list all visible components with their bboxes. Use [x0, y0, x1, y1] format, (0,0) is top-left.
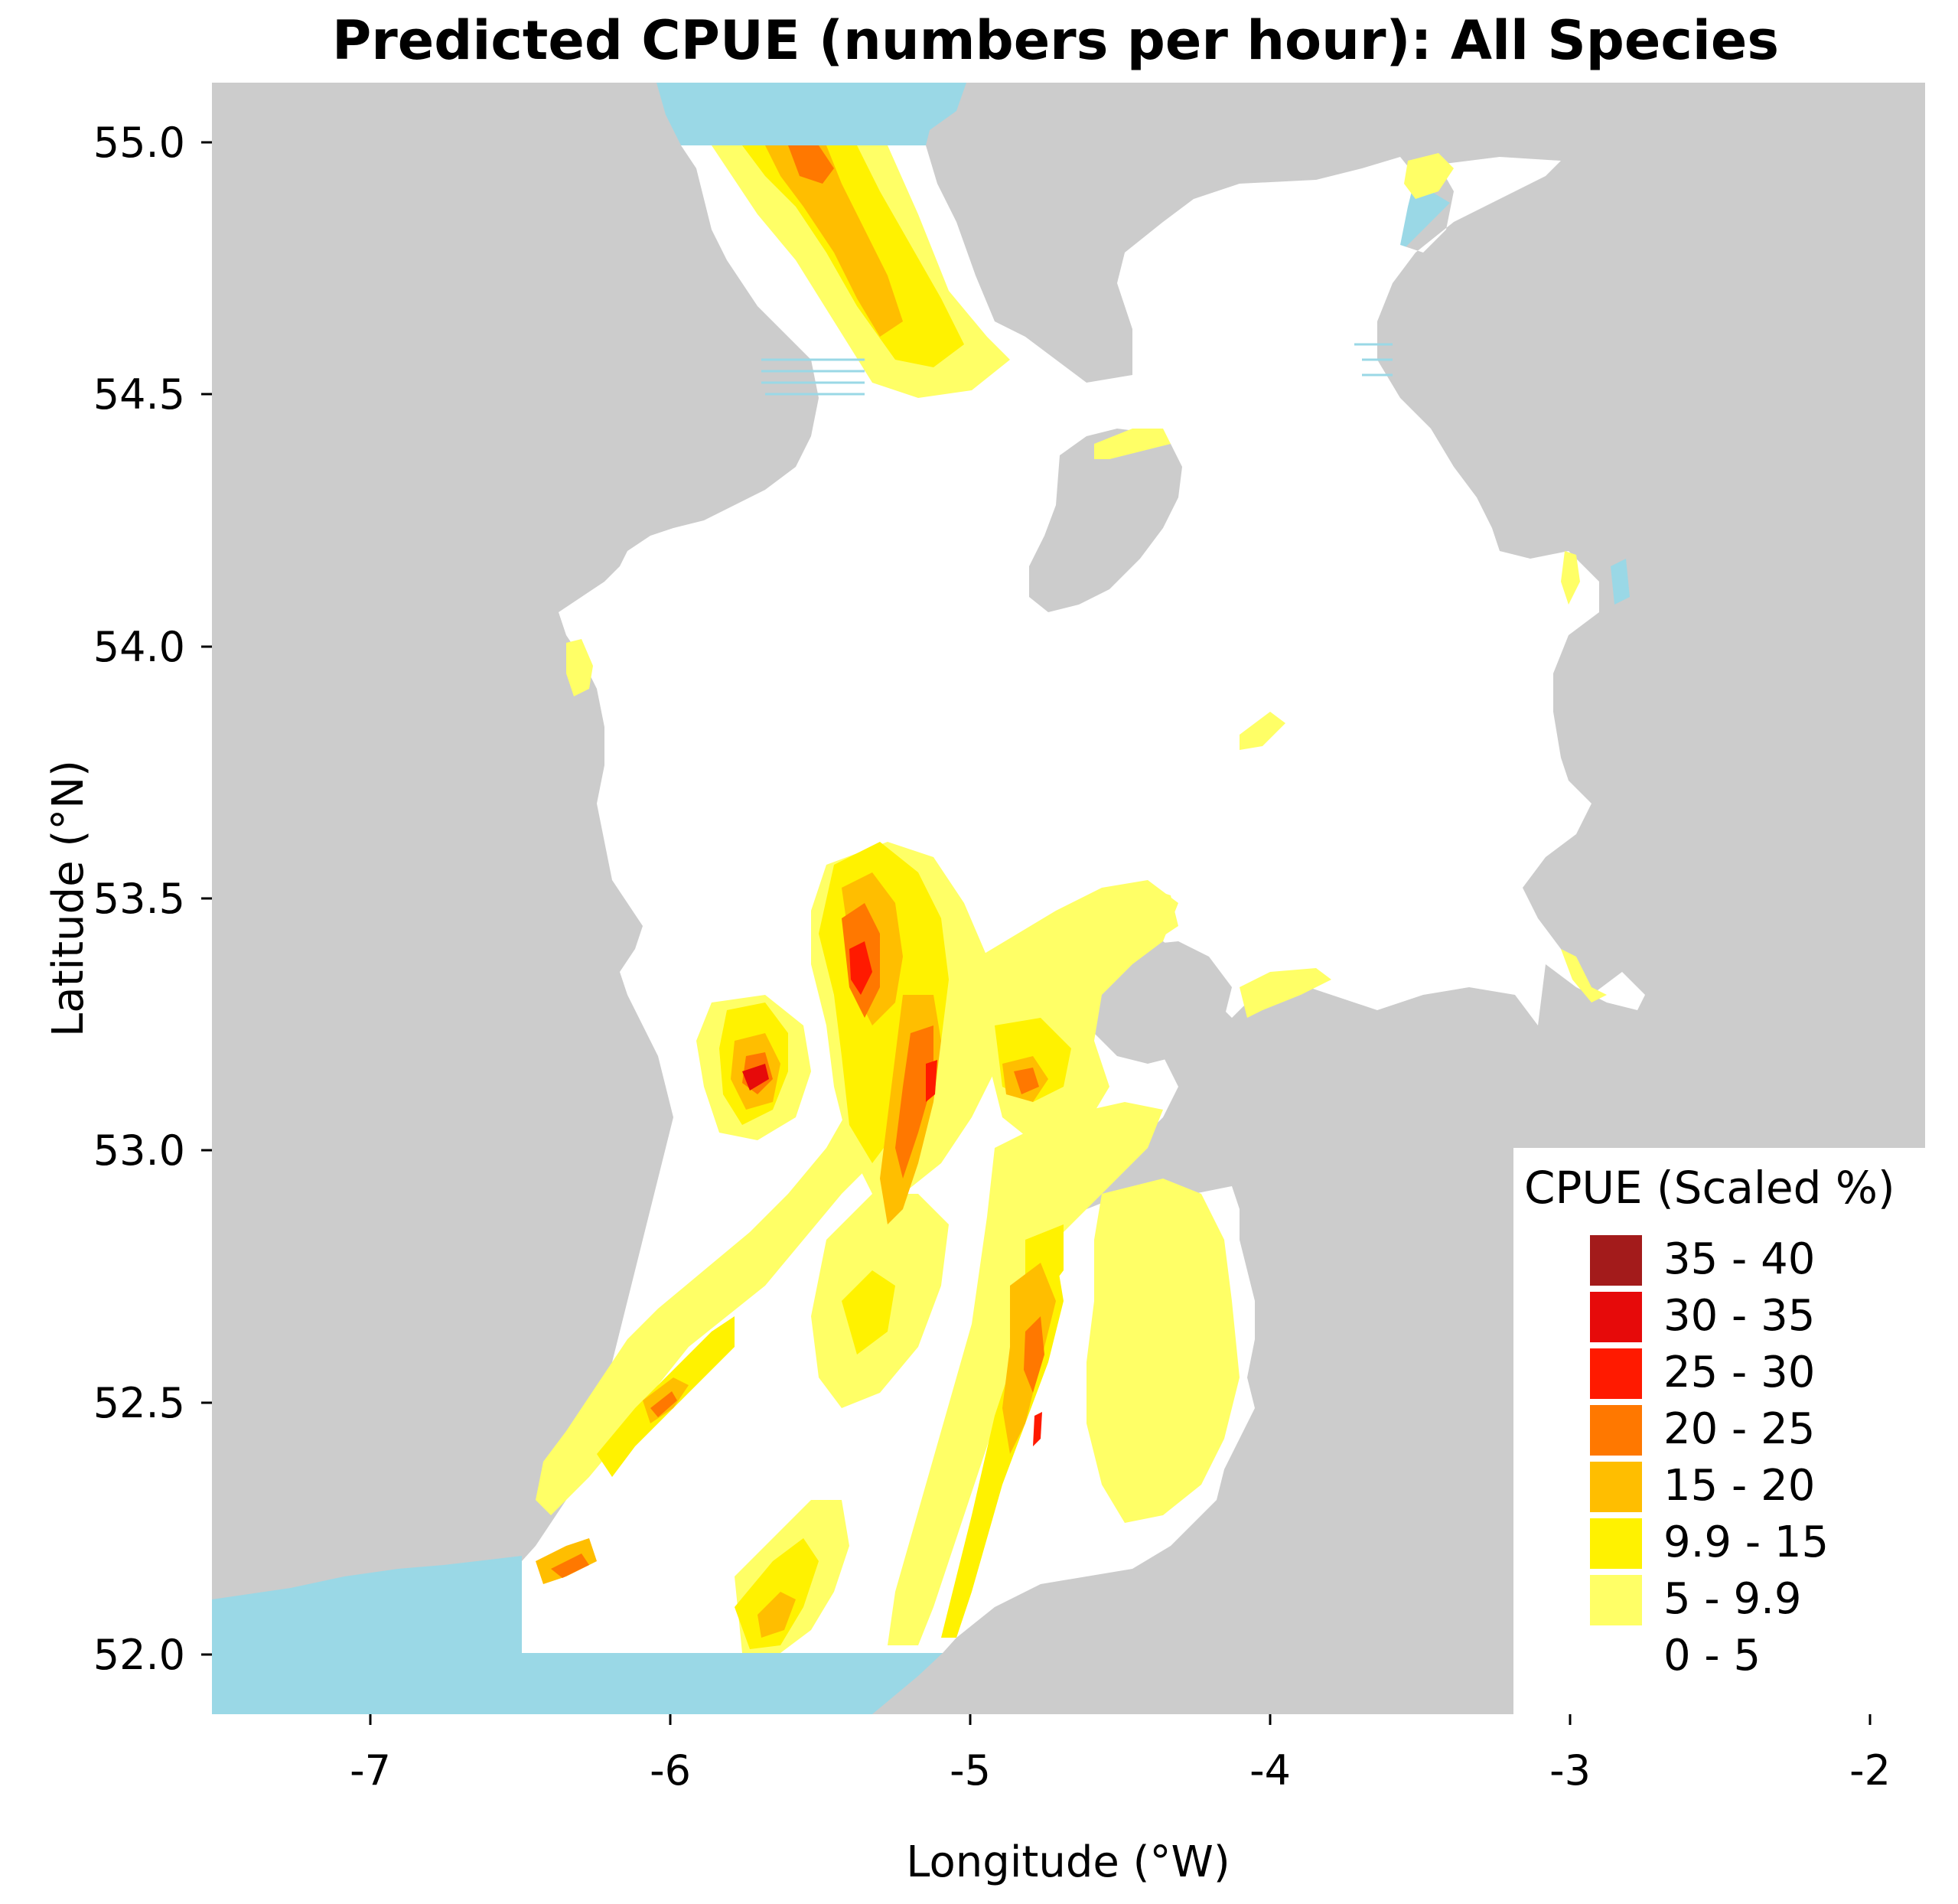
legend-item: 9.9 - 15 [1590, 1515, 1927, 1570]
x-tick-label: -5 [950, 1746, 991, 1795]
y-tick-label: 52.5 [93, 1379, 185, 1427]
legend-item: 5 - 9.9 [1590, 1572, 1927, 1627]
legend-label: 15 - 20 [1663, 1461, 1816, 1511]
x-tick-label: -4 [1249, 1746, 1291, 1795]
isle-of-man [1029, 429, 1182, 612]
legend-swatch [1590, 1575, 1642, 1625]
x-tick-label: -2 [1849, 1746, 1891, 1795]
legend-item: 15 - 20 [1590, 1459, 1927, 1514]
legend-item: 35 - 40 [1590, 1232, 1927, 1287]
y-axis-label: Latitude (°N) [44, 760, 93, 1037]
y-tick-labels: 52.0 52.5 53.0 53.5 54.0 54.5 55.0 [93, 119, 185, 1679]
legend-swatch [1590, 1405, 1642, 1456]
sea-south-west [212, 1556, 522, 1714]
cpue-band-25-30 [849, 941, 1042, 1446]
legend-label: 5 - 9.9 [1663, 1574, 1802, 1624]
legend-swatch [1590, 1462, 1642, 1512]
sea-inlet-e [1611, 559, 1630, 605]
y-tick-label: 55.0 [93, 119, 185, 167]
legend: CPUE (Scaled %) 35 - 40 30 - 35 25 - 30 … [1513, 1148, 1933, 1714]
legend-swatch [1590, 1348, 1642, 1399]
y-tick-label: 53.0 [93, 1126, 185, 1175]
legend-label: 25 - 30 [1663, 1348, 1816, 1397]
legend-item: 0 - 5 [1590, 1629, 1927, 1684]
legend-label: 9.9 - 15 [1663, 1518, 1829, 1567]
x-tick-label: -6 [650, 1746, 691, 1795]
y-tick-label: 54.0 [93, 623, 185, 671]
legend-label: 20 - 25 [1663, 1404, 1816, 1454]
legend-swatch [1590, 1632, 1642, 1682]
legend-label: 0 - 5 [1663, 1631, 1761, 1681]
legend-item: 30 - 35 [1590, 1289, 1927, 1344]
x-tick-labels: -7 -6 -5 -4 -3 -2 [350, 1746, 1891, 1795]
cpue-band-30-35 [742, 1064, 769, 1091]
y-axis-ticks [201, 141, 212, 1656]
map-title: Predicted CPUE (numbers per hour): All S… [331, 9, 1780, 72]
x-axis-label: Longitude (°W) [906, 1837, 1230, 1887]
legend-swatch [1590, 1292, 1642, 1342]
legend-label: 30 - 35 [1663, 1291, 1816, 1341]
y-tick-label: 52.0 [93, 1631, 185, 1679]
x-axis-ticks [369, 1714, 1872, 1725]
legend-label: 35 - 40 [1663, 1234, 1816, 1284]
legend-item: 25 - 30 [1590, 1345, 1927, 1400]
sea-south [522, 1653, 943, 1714]
legend-title: CPUE (Scaled %) [1524, 1162, 1895, 1214]
legend-item: 20 - 25 [1590, 1402, 1927, 1457]
legend-swatch [1590, 1235, 1642, 1286]
sea-north [656, 83, 966, 145]
y-tick-label: 54.5 [93, 370, 185, 419]
north-channel-stripes [761, 343, 1393, 396]
legend-swatch [1590, 1518, 1642, 1569]
x-tick-label: -7 [350, 1746, 391, 1795]
y-tick-label: 53.5 [93, 875, 185, 923]
x-tick-label: -3 [1549, 1746, 1591, 1795]
